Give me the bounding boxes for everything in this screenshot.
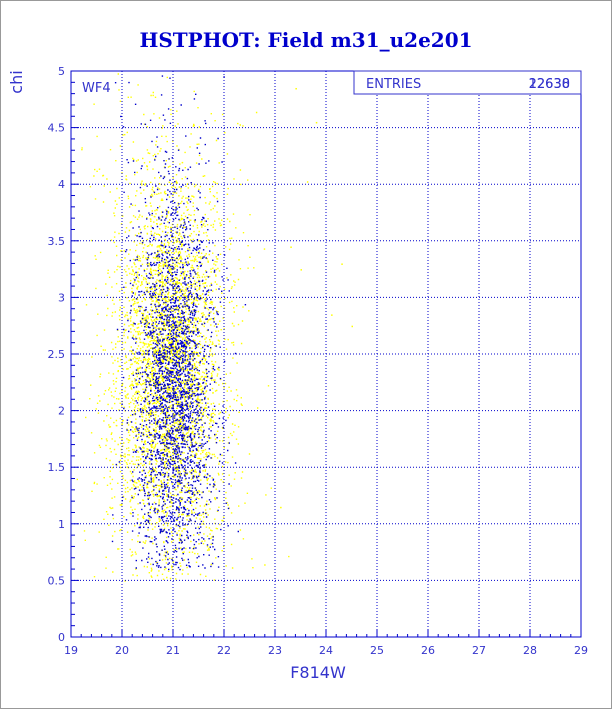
x-tick-label: 29 bbox=[574, 644, 588, 657]
x-axis-label: F814W bbox=[290, 663, 346, 682]
y-tick-label: 5 bbox=[58, 65, 65, 78]
y-axis-label: chi bbox=[7, 70, 26, 93]
y-tick-label: 4 bbox=[58, 178, 65, 191]
x-tick-label: 27 bbox=[472, 644, 486, 657]
panel-label: WF4 bbox=[82, 81, 111, 96]
tail-point bbox=[351, 325, 353, 328]
chart-title: HSTPHOT: Field m31_u2e201 bbox=[139, 28, 472, 52]
y-tick-label: 3.5 bbox=[48, 235, 66, 248]
x-tick-label: 23 bbox=[268, 644, 282, 657]
tail-point bbox=[280, 506, 282, 509]
y-tick-label: 1.5 bbox=[48, 461, 66, 474]
x-axis-ticks: 19 20 21 22 23 24 25 26 27 28 29 bbox=[64, 630, 588, 657]
x-tick-label: 20 bbox=[115, 644, 129, 657]
gridlines bbox=[71, 71, 581, 637]
tail-point bbox=[300, 269, 302, 271]
stats-box-frame bbox=[353, 70, 582, 95]
stats-entries-value-1: 12630 bbox=[529, 77, 570, 92]
data-points bbox=[76, 73, 353, 582]
y-tick-label: 4.5 bbox=[48, 122, 66, 135]
tail-point bbox=[315, 121, 318, 124]
tail-point bbox=[331, 314, 333, 316]
y-axis-ticks: 0 0.5 1 1.5 2 2.5 3 3.5 4 4.5 5 bbox=[48, 65, 79, 644]
x-tick-label: 19 bbox=[64, 644, 78, 657]
stats-entries-label: ENTRIES bbox=[366, 77, 421, 92]
x-tick-label: 28 bbox=[523, 644, 537, 657]
y-tick-label: 2 bbox=[58, 405, 65, 418]
y-tick-label: 0 bbox=[58, 631, 65, 644]
scatter-points-yellow bbox=[76, 73, 309, 582]
tail-point bbox=[295, 87, 297, 90]
x-tick-label: 24 bbox=[319, 644, 333, 657]
tail-point bbox=[290, 246, 292, 248]
stats-box: ENTRIES 12630 22638 bbox=[353, 70, 582, 95]
y-tick-label: 3 bbox=[58, 291, 65, 304]
y-tick-label: 0.5 bbox=[48, 574, 66, 587]
y-tick-label: 2.5 bbox=[48, 348, 66, 361]
x-tick-label: 25 bbox=[370, 644, 384, 657]
x-tick-label: 21 bbox=[166, 644, 180, 657]
stats-entries-value-2: 22638 bbox=[529, 77, 570, 92]
y-tick-label: 1 bbox=[58, 518, 65, 531]
tail-point bbox=[341, 263, 343, 265]
scatter-points-blue bbox=[111, 75, 247, 571]
x-tick-label: 22 bbox=[217, 644, 231, 657]
x-tick-label: 26 bbox=[421, 644, 435, 657]
